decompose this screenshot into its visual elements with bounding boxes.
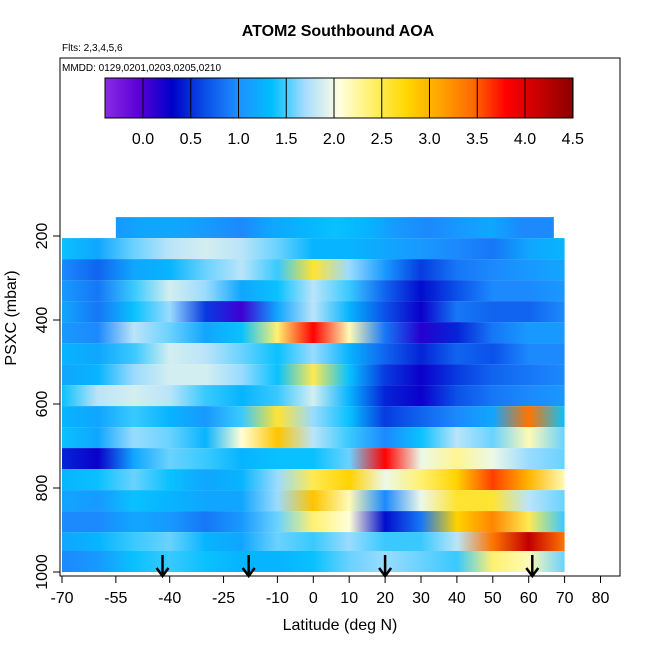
x-tick-label: -40: [158, 590, 181, 607]
colorbar-tick-label: 2.0: [323, 131, 345, 148]
aoa-band-380mbar: [62, 301, 565, 323]
colorbar-tick-label: 4.0: [514, 131, 536, 148]
aoa-band-730mbar: [62, 448, 565, 470]
aoa-band-480mbar: [62, 343, 565, 365]
aoa-bands: [62, 217, 565, 572]
x-tick-label: -70: [50, 590, 73, 607]
aoa-band-580mbar: [62, 385, 565, 407]
aoa-band-630mbar: [62, 406, 565, 428]
x-axis: -70 -55 -40 -25 -10 0 10 20 30 40 50 60 70 80: [50, 576, 610, 607]
x-tick-label: 70: [556, 590, 574, 607]
aoa-band-780mbar: [62, 469, 565, 491]
y-tick-label: 200: [34, 223, 51, 250]
chart-title: ATOM2 Southbound AOA: [242, 23, 435, 40]
aoa-band-930mbar: [62, 532, 565, 554]
x-axis-label: Latitude (deg N): [283, 617, 398, 634]
x-tick-label: 0: [309, 590, 318, 607]
aoa-band-280mbar: [62, 259, 565, 281]
flights-note: Flts: 2,3,4,5,6: [62, 43, 123, 54]
colorbar-tick-label: 0.5: [180, 131, 202, 148]
x-tick-label: 20: [376, 590, 394, 607]
x-tick-label: 40: [448, 590, 466, 607]
aoa-band-330mbar: [62, 280, 565, 302]
colorbar-gradient: [104, 77, 574, 119]
y-tick-label: 600: [34, 391, 51, 418]
x-tick-label: 60: [520, 590, 538, 607]
aoa-band-880mbar: [62, 511, 565, 533]
aoa-band-230mbar: [62, 238, 565, 260]
x-tick-label: 10: [340, 590, 358, 607]
x-tick-label: -10: [266, 590, 289, 607]
y-axis: 200 400 600 800 1000: [34, 223, 60, 590]
x-tick-label: 50: [484, 590, 502, 607]
colorbar-tick-label: 1.0: [227, 131, 249, 148]
y-tick-label: 400: [34, 307, 51, 334]
aoa-band-975mbar: [62, 551, 565, 572]
colorbar-tick-label: 4.5: [562, 131, 584, 148]
aoa-band-430mbar: [62, 322, 565, 344]
x-tick-label: -25: [212, 590, 235, 607]
plot-frame: [59, 57, 621, 577]
x-tick-label: -55: [104, 590, 127, 607]
colorbar-tick-label: 2.5: [371, 131, 393, 148]
aoa-band-830mbar: [62, 490, 565, 512]
colorbar-tick-label: 3.5: [466, 131, 488, 148]
colorbar-tick-label: 0.0: [132, 131, 154, 148]
colorbar-tick-label: 3.0: [418, 131, 440, 148]
aoa-band-680mbar: [62, 427, 565, 449]
colorbar-tick-label: 1.5: [275, 131, 297, 148]
x-tick-label: 30: [412, 590, 430, 607]
aoa-band-530mbar: [62, 364, 565, 386]
x-tick-label: 80: [592, 590, 610, 607]
aoa-band-180mbar: [115, 217, 554, 239]
y-tick-label: 800: [34, 475, 51, 502]
y-axis-label: PSXC (mbar): [3, 270, 20, 365]
y-tick-label: 1000: [34, 554, 51, 590]
colorbar: 0.0 0.5 1.0 1.5 2.0 2.5 3.0 3.5 4.0 4.5: [104, 77, 584, 148]
dates-note: MMDD: 0129,0201,0203,0205,0210: [62, 63, 221, 74]
